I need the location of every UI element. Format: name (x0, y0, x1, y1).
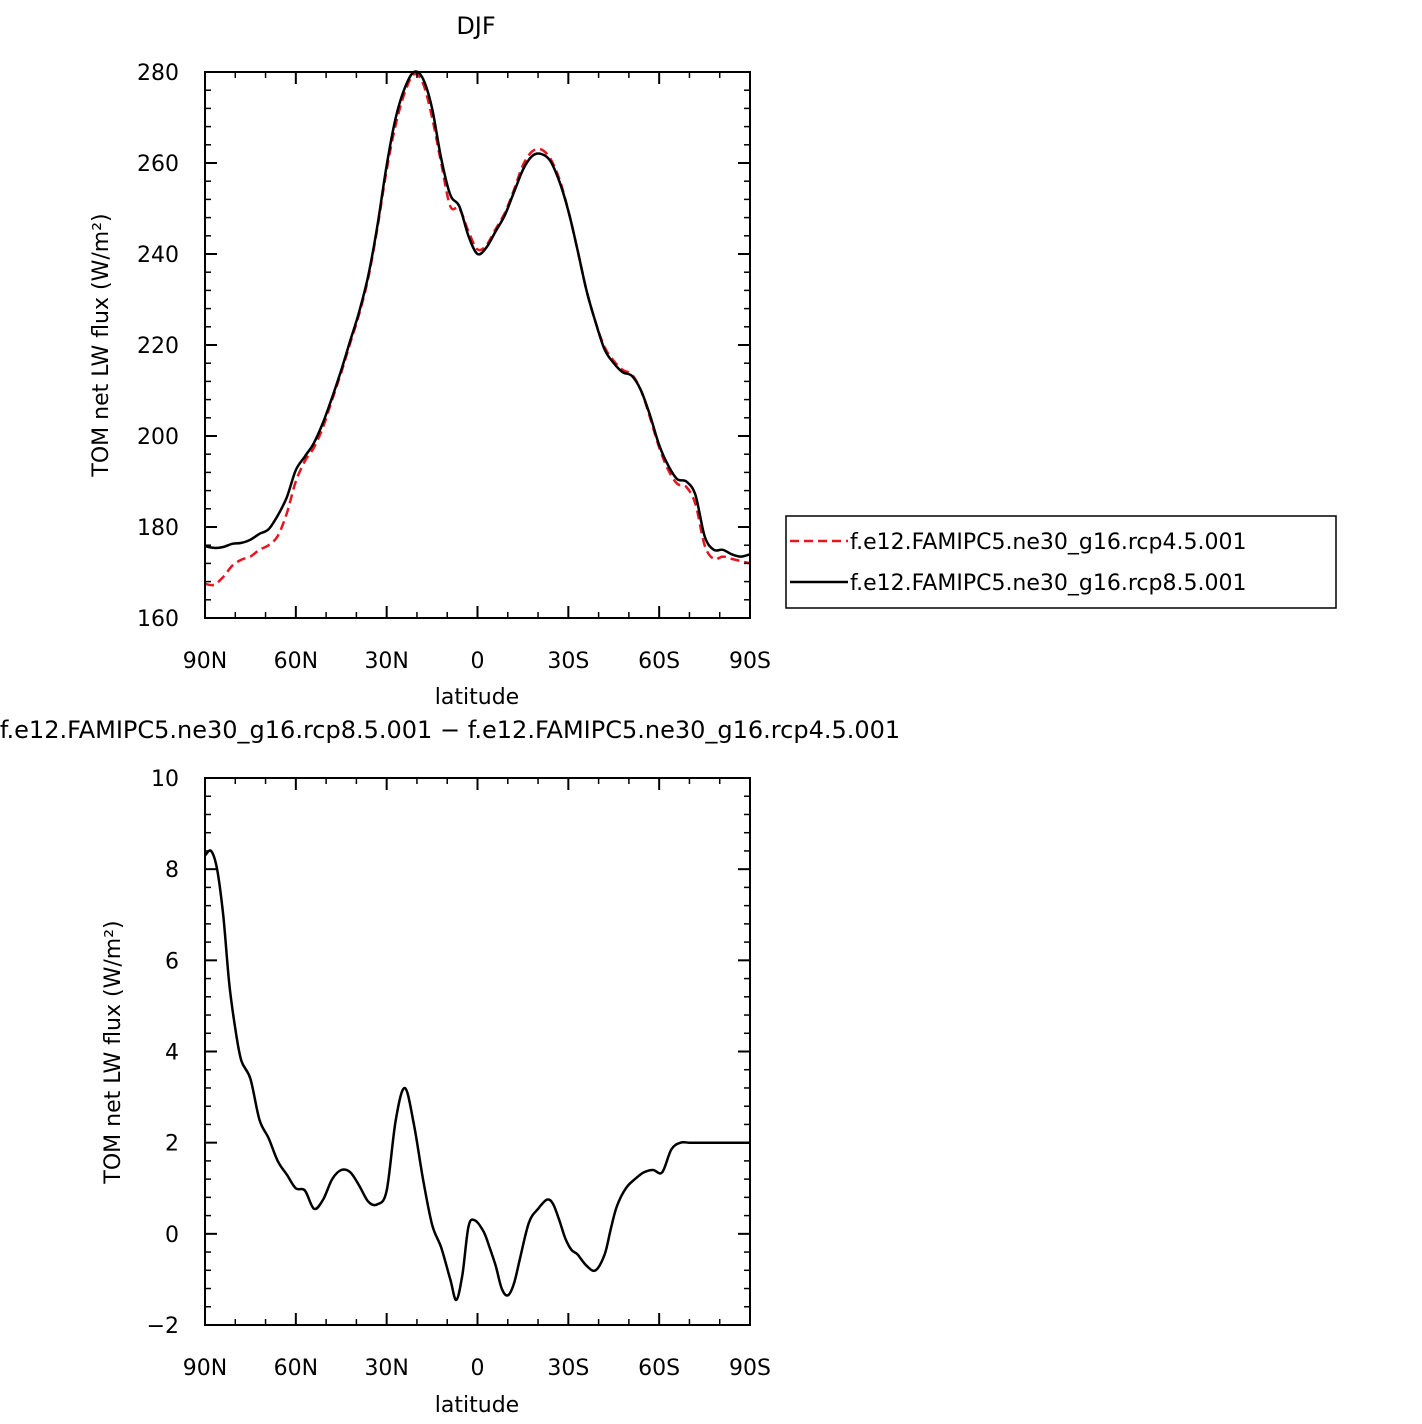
bottom-x-tick-label: 90S (729, 1356, 771, 1381)
bottom-y-tick-label: 8 (165, 858, 179, 883)
top-y-tick-label: 160 (137, 607, 179, 632)
top-y-tick-label: 280 (137, 61, 179, 86)
top-series-line-1 (204, 70, 751, 558)
legend-label-rcp45: f.e12.FAMIPC5.ne30_g16.rcp4.5.001 (850, 530, 1246, 555)
bottom-x-tick-label: 30N (364, 1356, 408, 1381)
bottom-y-tick-label: 0 (165, 1223, 179, 1248)
bottom-y-axis-label: TOM net LW flux (W/m²) (101, 920, 126, 1184)
bottom-ticks-layer: 90N 60N 30N 0 30S 60S 90S −2 0 2 4 6 8 10 (147, 767, 771, 1381)
top-panel: DJF 90N 60N 30N 0 30S 60S 90S 160 180 200 220 240 26… (89, 12, 1337, 710)
top-y-tick-label: 240 (137, 243, 179, 268)
top-x-tick-label: 30N (364, 649, 408, 674)
bottom-panel: f.e12.FAMIPC5.ne30_g16.rcp8.5.001 − f.e1… (0, 716, 900, 1418)
top-y-tick-label: 180 (137, 516, 179, 541)
top-y-tick-label: 260 (137, 152, 179, 177)
bottom-chart-title: f.e12.FAMIPC5.ne30_g16.rcp8.5.001 − f.e1… (0, 716, 900, 744)
bottom-x-tick-label: 60N (274, 1356, 318, 1381)
bottom-x-tick-label: 0 (471, 1356, 485, 1381)
top-y-axis-label: TOM net LW flux (W/m²) (89, 213, 114, 477)
legend-label-rcp85: f.e12.FAMIPC5.ne30_g16.rcp8.5.001 (850, 571, 1246, 596)
top-y-tick-label: 200 (137, 425, 179, 450)
top-chart-title: DJF (456, 12, 495, 40)
top-x-tick-label: 90S (729, 649, 771, 674)
bottom-y-tick-label: 2 (165, 1132, 179, 1157)
top-x-tick-label: 0 (471, 649, 485, 674)
bottom-plot-frame (204, 777, 751, 1326)
top-plot-frame (204, 71, 751, 619)
bottom-series-line-0 (204, 849, 750, 1302)
bottom-x-tick-label: 60S (638, 1356, 680, 1381)
top-x-tick-label: 30S (547, 649, 589, 674)
top-x-tick-label: 60S (638, 649, 680, 674)
top-x-tick-label: 90N (183, 649, 227, 674)
top-ticks-layer: 90N 60N 30N 0 30S 60S 90S 160 180 200 220 240 260 280 (137, 61, 771, 674)
bottom-y-tick-label: −2 (147, 1314, 179, 1339)
top-x-axis-label: latitude (435, 685, 519, 710)
top-series-line-0 (204, 72, 751, 587)
bottom-x-tick-label: 90N (183, 1356, 227, 1381)
top-y-tick-label: 220 (137, 334, 179, 359)
bottom-y-tick-label: 10 (151, 767, 179, 792)
bottom-x-tick-label: 30S (547, 1356, 589, 1381)
top-x-tick-label: 60N (274, 649, 318, 674)
legend: f.e12.FAMIPC5.ne30_g16.rcp4.5.001 f.e12.… (785, 515, 1337, 609)
bottom-series-layer (204, 849, 750, 1302)
bottom-y-tick-label: 4 (165, 1041, 179, 1066)
top-series-layer (204, 70, 751, 587)
bottom-x-axis-label: latitude (435, 1393, 519, 1418)
legend-box (785, 515, 1337, 609)
bottom-y-tick-label: 6 (165, 949, 179, 974)
